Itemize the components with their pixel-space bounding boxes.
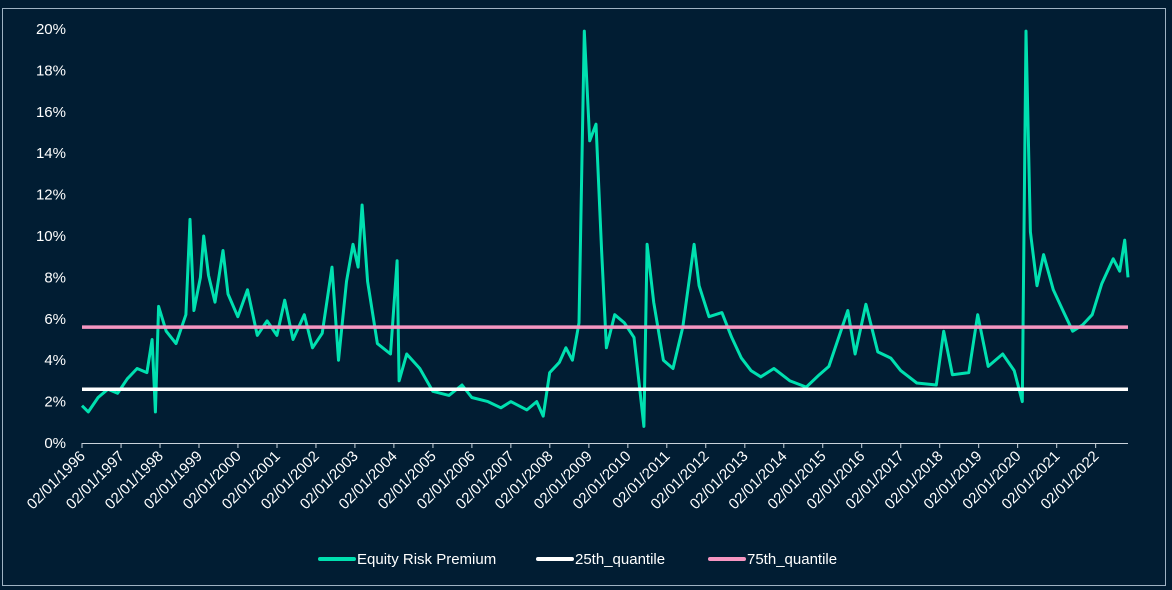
y-axis: 0% 2% 4% 6% 8% 10% 12% 14% 16% 18% 20% — [36, 21, 66, 452]
y-tick-label: 20% — [36, 21, 66, 38]
y-tick-label: 2% — [44, 394, 66, 411]
y-tick-label: 16% — [36, 104, 66, 121]
y-tick-label: 10% — [36, 228, 66, 245]
legend-label: 75th_quantile — [747, 551, 837, 568]
legend: Equity Risk Premium 25th_quantile 75th_qua… — [318, 551, 837, 568]
y-tick-label: 12% — [36, 187, 66, 204]
y-tick-label: 0% — [44, 435, 66, 452]
y-tick-label: 8% — [44, 269, 66, 286]
y-tick-label: 18% — [36, 62, 66, 79]
y-tick-label: 6% — [44, 311, 66, 328]
legend-label: 25th_quantile — [575, 551, 665, 568]
y-tick-label: 14% — [36, 145, 66, 162]
series-line-equity-risk-premium — [80, 29, 1130, 428]
y-tick-label: 4% — [44, 352, 66, 369]
x-axis: 02/01/199602/01/199702/01/199802/01/1999… — [24, 443, 1128, 513]
series-lines — [80, 29, 1130, 428]
legend-label: Equity Risk Premium — [357, 551, 496, 568]
chart-frame — [2, 8, 1166, 586]
